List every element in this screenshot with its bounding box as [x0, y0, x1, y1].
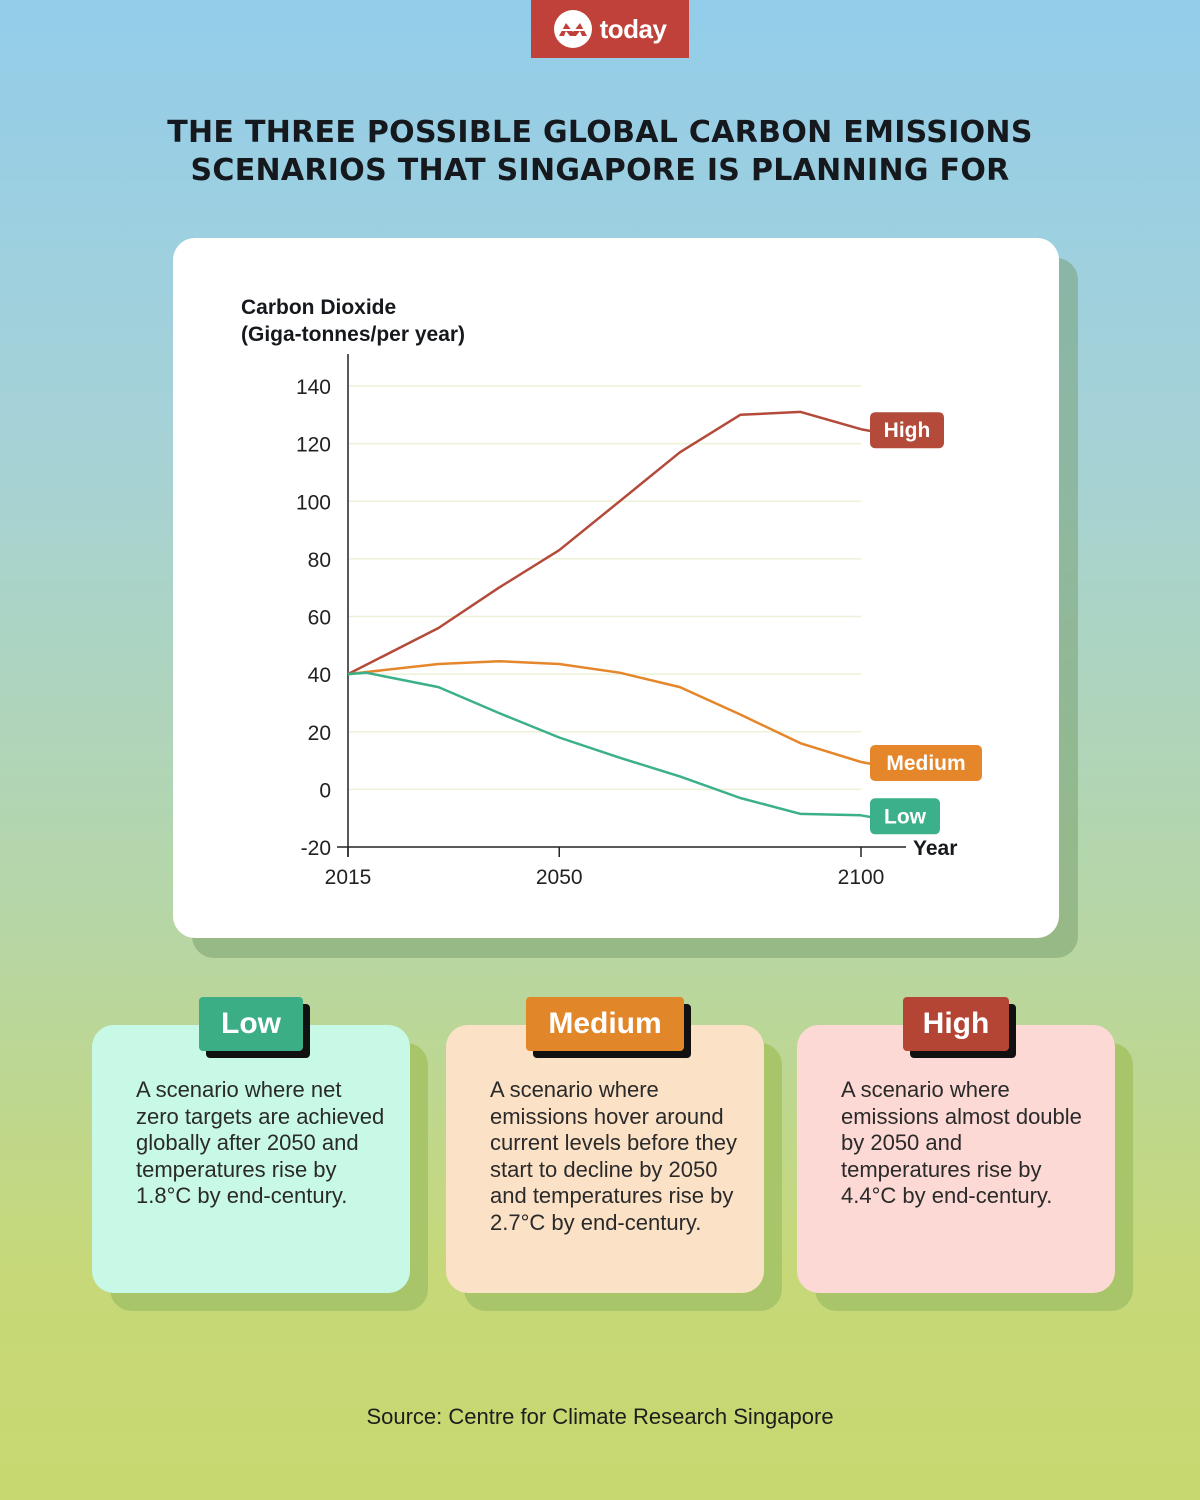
emissions-line-chart: 140 120 100 80 60 40 20 0 -20 2015 2050 2100 High M…	[296, 354, 982, 889]
series-line-high	[347, 410, 862, 676]
y-tick-label: 140	[296, 376, 331, 399]
series-line-medium	[347, 659, 862, 764]
series-tag-low: Low	[860, 798, 940, 835]
tag-label: High	[884, 419, 931, 442]
x-tick-label: 2100	[838, 866, 885, 889]
today-logo: today	[531, 0, 689, 58]
y-axis-title: Carbon Dioxide (Giga-tonnes/per year)	[241, 294, 465, 348]
scenario-description: A scenario where net zero targets are ac…	[136, 1077, 385, 1208]
tag-background	[870, 412, 944, 449]
series-tags: High Medium Low	[860, 412, 982, 835]
y-axis-title-line-2: (Giga-tonnes/per year)	[241, 323, 466, 346]
axes	[337, 354, 906, 857]
y-tick-labels: 140 120 100 80 60 40 20 0 -20	[296, 376, 331, 860]
y-tick-label: -20	[301, 837, 331, 860]
gridlines	[348, 385, 861, 791]
series-lines	[347, 410, 862, 817]
scenario-badge-medium: Medium	[526, 997, 684, 1051]
tag-label: Low	[884, 805, 927, 828]
y-tick-label: 100	[296, 491, 331, 514]
y-tick-label: 80	[308, 549, 331, 572]
brand-name: today	[599, 13, 667, 44]
tag-background	[870, 798, 940, 835]
x-tick-label: 2050	[536, 866, 583, 889]
y-tick-label: 0	[319, 779, 331, 802]
scenario-description: A scenario where emissions hover around …	[490, 1077, 738, 1235]
scenario-badge-low: Low	[199, 997, 303, 1051]
x-axis-title: Year	[913, 837, 957, 860]
series-tag-high: High	[860, 412, 944, 449]
scenario-card-high: A scenario where emissions almost double…	[797, 1025, 1115, 1293]
scenario-card-medium: A scenario where emissions hover around …	[446, 1025, 764, 1293]
y-tick-label: 60	[308, 607, 331, 630]
y-tick-label: 40	[308, 664, 331, 687]
series-line-low	[347, 671, 862, 817]
x-tick-labels: 2015 2050 2100	[325, 866, 885, 889]
y-axis-title-line-1: Carbon Dioxide	[241, 296, 397, 319]
scenario-badge-high: High	[903, 997, 1009, 1051]
y-tick-label: 120	[296, 434, 331, 457]
scenario-card-low: A scenario where net zero targets are ac…	[92, 1025, 410, 1293]
mediacorp-mark-icon	[553, 10, 592, 48]
title-line-1: THE THREE POSSIBLE GLOBAL CARBON EMISSIO…	[167, 115, 1033, 150]
series-tag-medium: Medium	[860, 745, 982, 782]
x-tick-label: 2015	[325, 866, 372, 889]
y-tick-label: 20	[308, 722, 331, 745]
source-note: Source: Centre for Climate Research Sing…	[366, 1404, 834, 1429]
tag-label: Medium	[886, 752, 965, 775]
page-title: THE THREE POSSIBLE GLOBAL CARBON EMISSIO…	[0, 114, 1200, 190]
title-line-2: SCENARIOS THAT SINGAPORE IS PLANNING FOR	[190, 153, 1010, 188]
scenario-description: A scenario where emissions almost double…	[841, 1077, 1082, 1208]
tag-background	[870, 745, 982, 782]
